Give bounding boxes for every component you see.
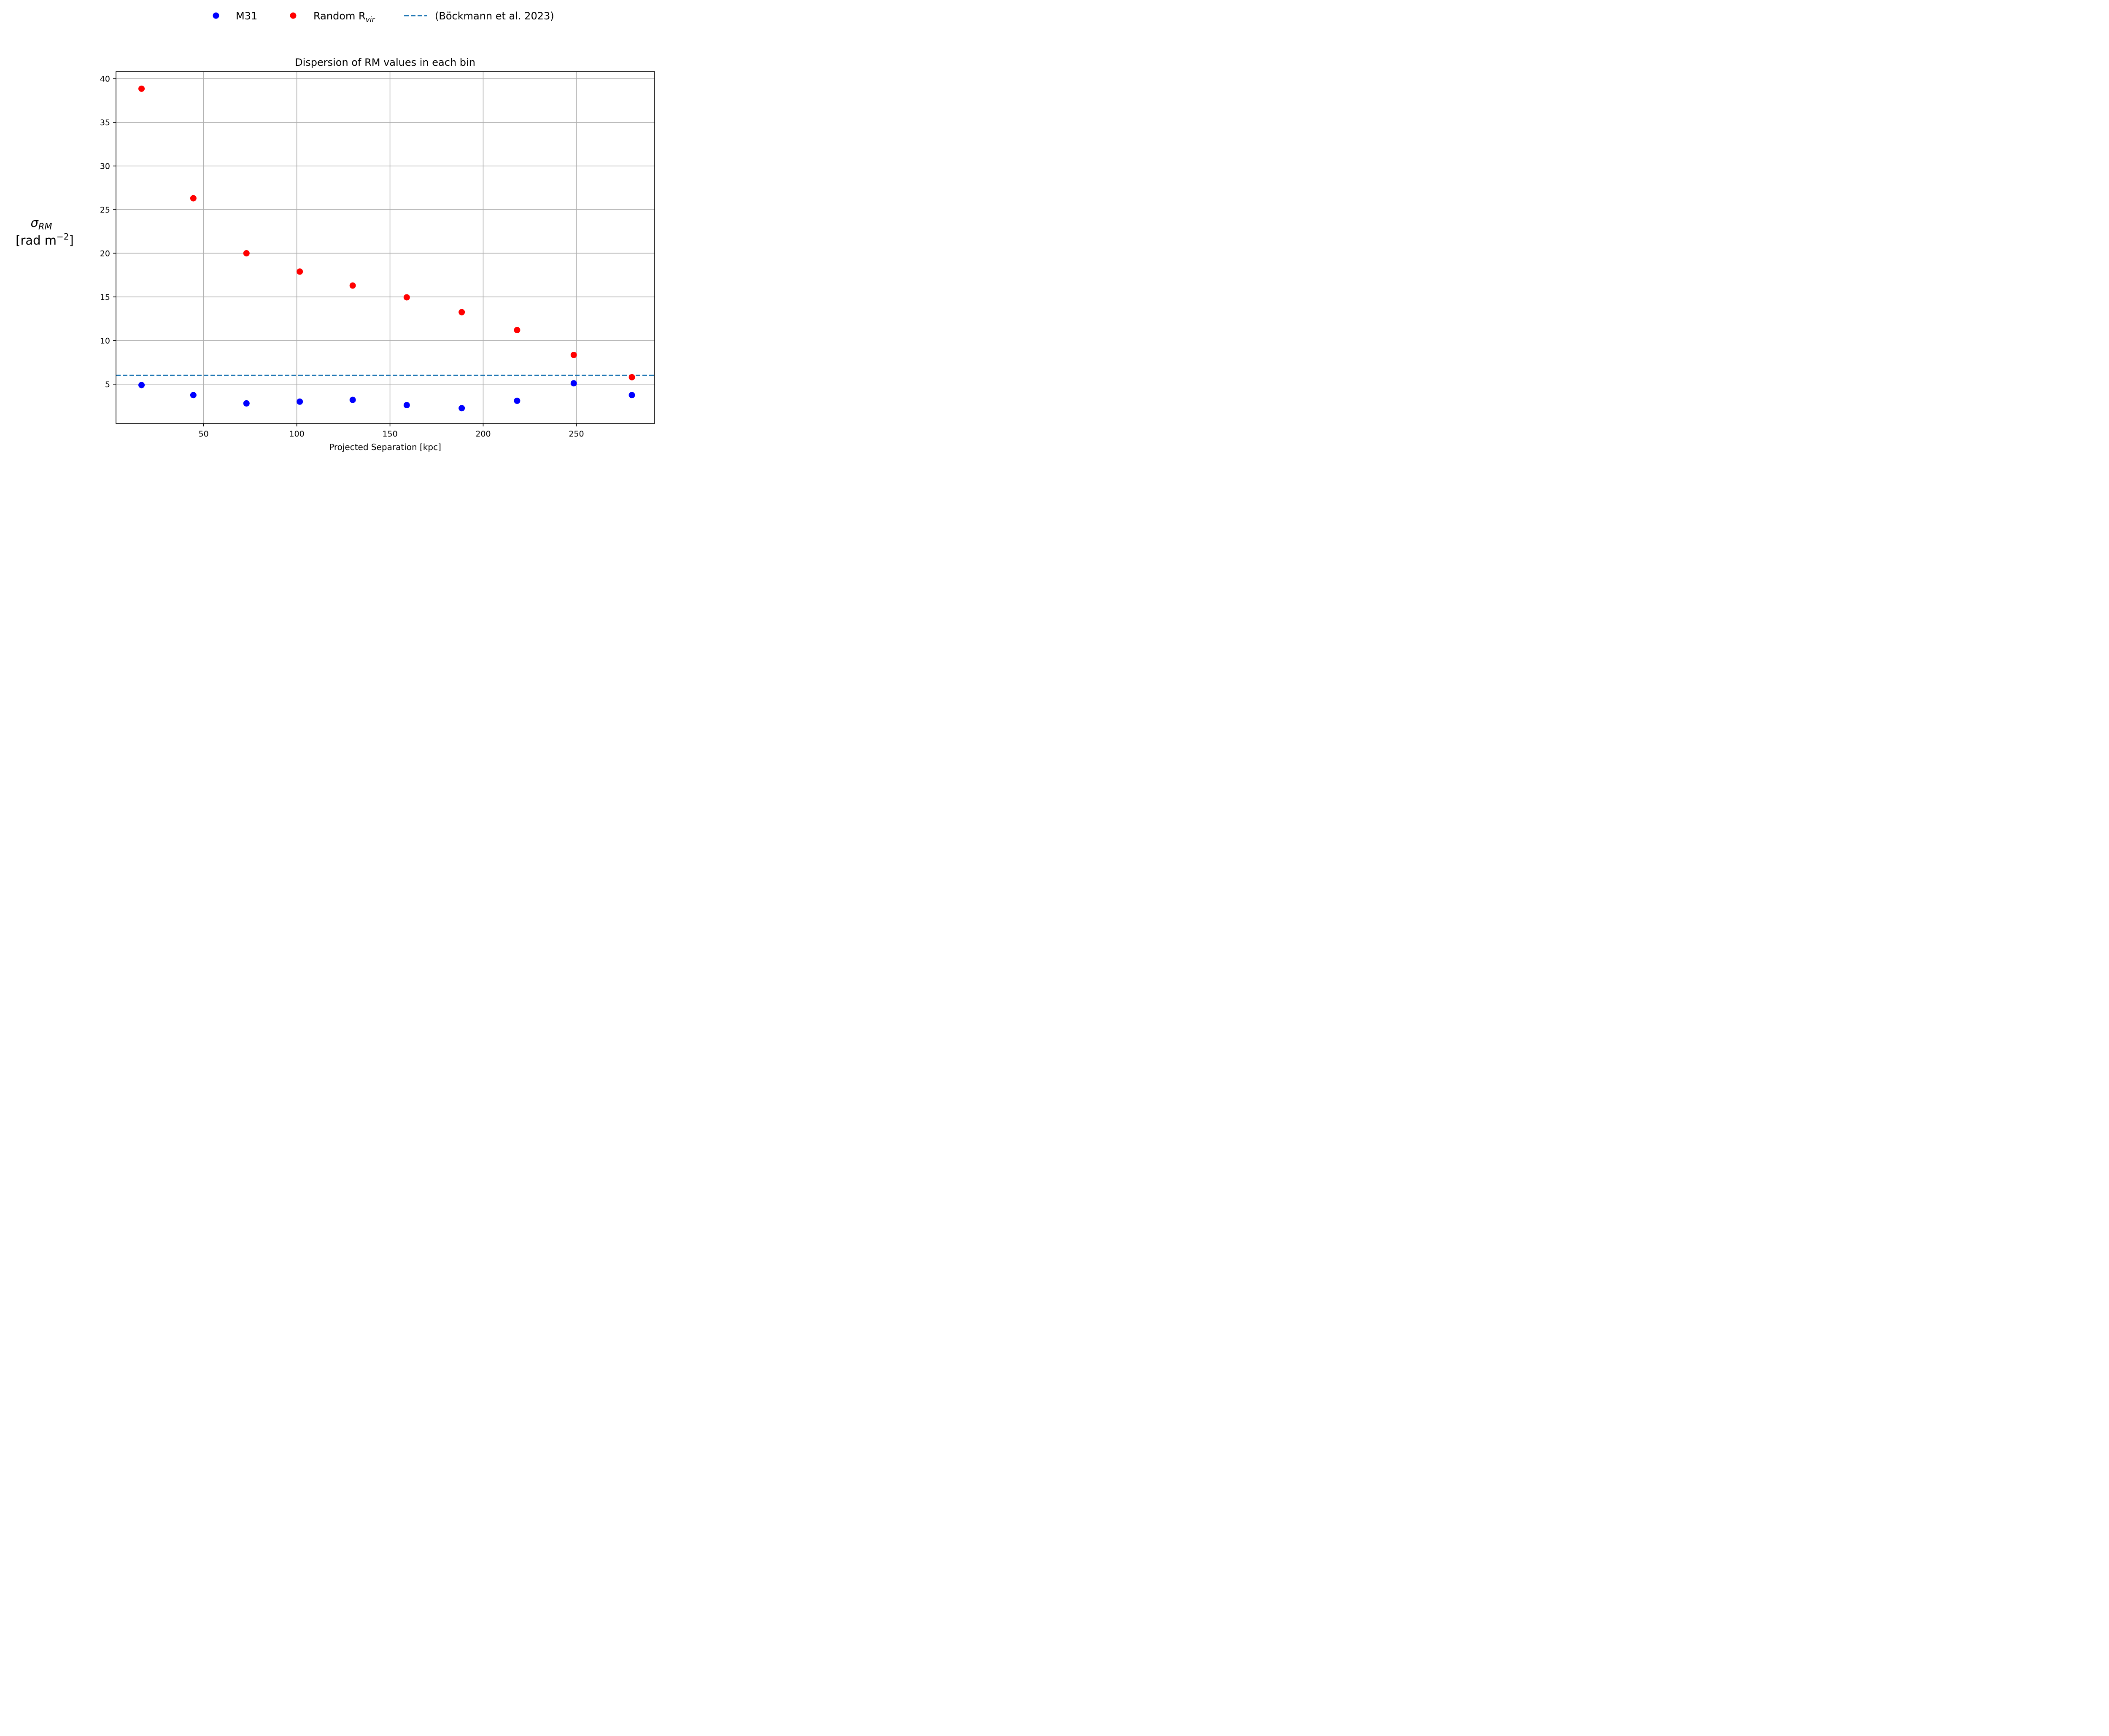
y-axis-label: σRM [rad m−2] <box>16 216 74 248</box>
y-axis-label-units-close: ] <box>69 233 74 248</box>
m31-point <box>570 380 577 387</box>
legend-label-m31: M31 <box>236 10 257 22</box>
legend-label-random: Random Rvir <box>313 10 375 24</box>
axis-ticks: 50 100 150 200 250 5 10 15 20 25 30 35 40 <box>100 75 584 439</box>
random-rvir-point <box>297 268 303 275</box>
random-rvir-point <box>243 250 250 256</box>
legend-marker-random <box>290 12 297 19</box>
legend-label-random-subscript: vir <box>366 16 375 24</box>
x-tick-label: 150 <box>382 429 397 439</box>
plot-area-frame <box>116 71 655 424</box>
x-tick-label: 250 <box>569 429 584 439</box>
x-axis-label: Projected Separation [kpc] <box>329 442 441 452</box>
m31-point <box>628 392 635 399</box>
x-tick-label: 50 <box>199 429 209 439</box>
random-rvir-point <box>138 85 145 92</box>
random-rvir-point <box>458 309 465 315</box>
legend-label-random-main: Random R <box>313 10 366 22</box>
random-rvir-point <box>403 294 410 301</box>
y-tick-label: 40 <box>100 75 110 84</box>
m31-point <box>458 405 465 412</box>
m31-point <box>514 397 521 404</box>
random-rvir-point <box>349 282 356 289</box>
y-axis-label-subscript: RM <box>38 221 52 232</box>
legend: M31 Random Rvir (Böckmann et al. 2023) <box>213 10 554 24</box>
random-rvir-point <box>570 352 577 359</box>
chart: M31 Random Rvir (Böckmann et al. 2023) D… <box>16 10 655 452</box>
chart-title: Dispersion of RM values in each bin <box>295 57 475 68</box>
y-axis-label-units-exponent: −2 <box>57 232 69 242</box>
m31-point <box>138 382 145 388</box>
m31-point <box>243 400 250 407</box>
y-tick-label: 10 <box>100 336 110 345</box>
m31-point <box>190 392 197 399</box>
m31-point <box>403 402 410 409</box>
y-tick-label: 15 <box>100 293 110 302</box>
y-tick-label: 5 <box>105 380 110 389</box>
y-axis-label-sigma: σ <box>30 216 39 230</box>
y-tick-label: 30 <box>100 162 110 171</box>
random-rvir-point <box>628 374 635 380</box>
legend-marker-m31 <box>213 12 219 19</box>
y-axis-label-units-main: [rad m <box>16 233 57 248</box>
y-axis-label-units: [rad m−2] <box>16 232 74 248</box>
random-rvir-point <box>514 327 521 334</box>
x-tick-label: 200 <box>475 429 491 439</box>
y-tick-label: 35 <box>100 118 110 127</box>
random-rvir-point <box>190 195 197 202</box>
legend-label-bockmann: (Böckmann et al. 2023) <box>435 10 554 22</box>
data-points <box>138 85 635 412</box>
m31-point <box>297 398 303 405</box>
grid-lines <box>116 72 655 423</box>
y-axis-label-symbol: σRM <box>30 216 52 232</box>
y-tick-label: 25 <box>100 205 110 215</box>
x-tick-label: 100 <box>289 429 304 439</box>
y-tick-label: 20 <box>100 249 110 258</box>
m31-point <box>349 396 356 403</box>
